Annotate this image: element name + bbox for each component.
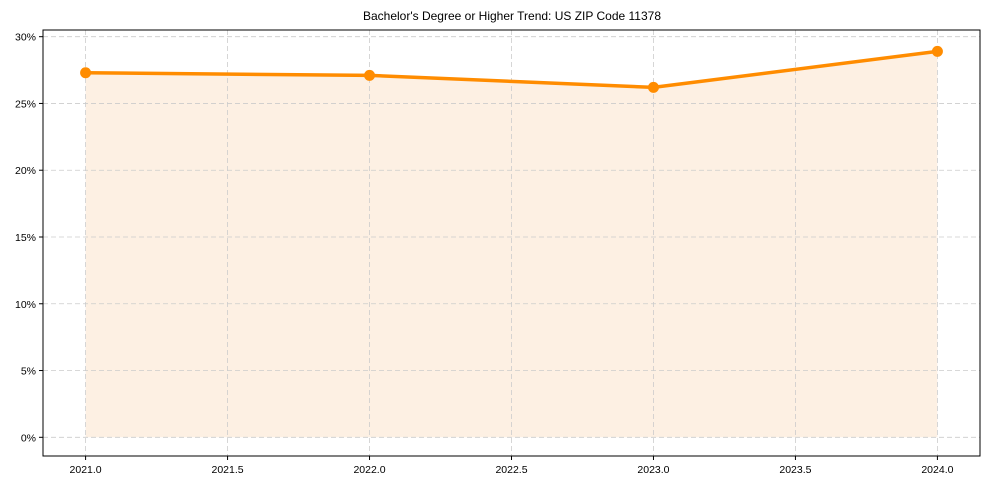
y-tick-label: 15% (15, 232, 36, 244)
area-fill (85, 51, 938, 438)
y-tick-label: 25% (15, 98, 36, 110)
x-tick-label: 2024.0 (921, 464, 953, 476)
x-axis-ticks: 2021.0 2021.5 2022.0 2022.5 2023.0 2023.5 2024… (70, 456, 954, 476)
x-tick-label: 2023.0 (637, 464, 669, 476)
series-line (85, 49, 938, 90)
x-tick-label: 2022.5 (495, 464, 527, 476)
y-tick-label: 10% (15, 299, 36, 311)
y-tick-label: 20% (15, 165, 36, 177)
y-tick-label: 0% (21, 432, 36, 444)
y-axis-ticks: 0% 5% 10% 15% 20% 25% 30% (15, 32, 43, 444)
y-tick-label: 30% (15, 32, 36, 44)
x-tick-label: 2021.0 (70, 464, 102, 476)
data-point-marker (931, 45, 943, 57)
data-point-marker (364, 69, 376, 81)
x-tick-label: 2021.5 (211, 464, 243, 476)
chart-title: Bachelor's Degree or Higher Trend: US ZI… (363, 9, 661, 23)
y-tick-label: 5% (21, 366, 36, 378)
x-tick-label: 2023.5 (779, 464, 811, 476)
data-points (80, 45, 943, 93)
area-fill-path (85, 51, 938, 438)
data-point-marker (80, 67, 92, 79)
data-point-marker (647, 81, 659, 93)
data-line (85, 49, 938, 90)
x-tick-label: 2022.0 (353, 464, 385, 476)
grid-lines (43, 30, 980, 456)
